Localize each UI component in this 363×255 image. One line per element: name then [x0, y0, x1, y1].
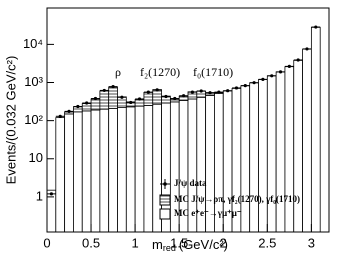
mc-signal-bar — [81, 103, 92, 112]
mc-bar — [90, 109, 101, 233]
legend-label: J/ψ data — [174, 178, 207, 188]
mc-signal-bar — [152, 89, 162, 105]
x-tick-label: 1.5 — [170, 235, 188, 250]
data-point — [314, 25, 318, 29]
mc-bar — [240, 85, 251, 233]
mc-bar — [310, 26, 321, 233]
data-point — [181, 94, 186, 98]
data-point — [129, 100, 133, 105]
legend-label: MC J/ψ→ρπ, γf₂(1270), γf₀(1710) — [174, 194, 300, 204]
x-tick-label: 0 — [43, 235, 50, 250]
data-point — [261, 77, 265, 81]
mc-bar — [81, 110, 92, 233]
mc-bar — [64, 113, 74, 233]
data-point — [85, 101, 89, 105]
legend-swatch — [159, 194, 171, 206]
data-point — [217, 90, 221, 94]
peak-annotation: f₀(1710) — [193, 65, 233, 79]
legend-label: MC e⁺e⁻→γμ⁺μ⁻ — [174, 208, 242, 218]
mc-bar — [134, 105, 145, 233]
data-point — [102, 88, 106, 93]
x-tick-label: 1 — [132, 235, 139, 250]
legend-marker — [163, 182, 167, 186]
data-point — [234, 86, 239, 90]
x-tick-label: 2 — [220, 235, 227, 250]
data-point — [199, 89, 203, 93]
data-point — [252, 81, 256, 85]
mc-bar — [302, 48, 312, 233]
mc-bar — [275, 71, 286, 233]
mc-bar — [293, 60, 303, 233]
x-label-main: m — [152, 237, 163, 252]
x-label-sub: red — [163, 243, 176, 253]
mc-bar — [266, 75, 277, 233]
data-point — [296, 58, 300, 62]
mc-signal-bar — [143, 92, 154, 106]
y-tick-label: 10⁴ — [23, 36, 43, 51]
x-tick-label: 3 — [308, 235, 315, 250]
mc-signal-bar — [99, 90, 110, 110]
data-point — [137, 97, 142, 101]
mc-bar — [55, 117, 66, 233]
data-point — [270, 74, 274, 78]
data-point — [243, 83, 247, 88]
mc-bar — [99, 108, 110, 233]
data-point — [49, 192, 54, 196]
data-point — [67, 109, 71, 113]
peak-annotation: f₂(1270) — [140, 65, 180, 79]
data-point — [208, 91, 212, 95]
plot-frame — [46, 7, 330, 233]
mc-signal-bar — [108, 86, 118, 109]
mc-bar — [143, 105, 154, 233]
mc-bar — [258, 79, 268, 233]
peak-annotation: ρ — [115, 65, 121, 79]
mc-bar — [108, 107, 118, 233]
data-point — [93, 96, 98, 101]
data-point — [287, 64, 291, 68]
y-tick-label: 10 — [29, 150, 43, 165]
data-point — [278, 70, 283, 74]
data-point — [146, 90, 150, 94]
data-point — [76, 104, 80, 109]
data-point — [305, 47, 309, 51]
x-label-unit: (GeV/c²) — [179, 237, 228, 252]
mc-bar — [284, 66, 295, 233]
mc-signal-bar — [90, 98, 101, 111]
data-point — [190, 90, 195, 94]
y-tick-label: 1 — [36, 188, 43, 203]
x-axis-label: mred (GeV/c²) — [152, 237, 228, 253]
mc-bar — [125, 106, 136, 233]
data-point — [120, 95, 124, 99]
mc-bar — [249, 82, 259, 233]
data-point — [173, 96, 177, 101]
data-point — [226, 89, 230, 93]
x-tick-label: 2.5 — [258, 235, 276, 250]
legend-swatch — [159, 208, 171, 220]
mc-bar — [117, 107, 127, 233]
data-point — [155, 88, 159, 92]
y-tick-label: 10³ — [24, 74, 43, 89]
x-tick-label: 0.5 — [82, 235, 100, 250]
mc-bar — [73, 111, 83, 233]
data-point — [58, 114, 62, 118]
y-tick-label: 10² — [24, 112, 43, 127]
data-point — [164, 94, 168, 99]
data-point — [111, 85, 115, 89]
y-axis-label: Events/(0.032 GeV/c²) — [3, 56, 18, 185]
